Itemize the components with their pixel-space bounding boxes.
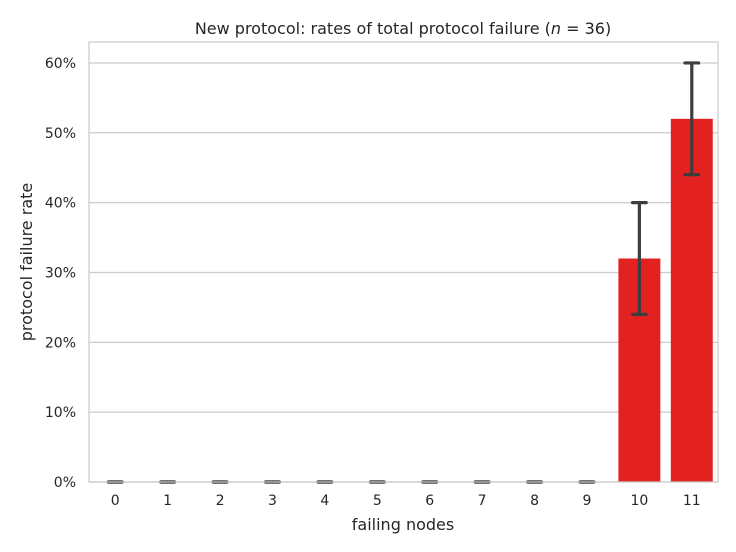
x-tick-labels: 0 1 2 3 4 5 6 7 8 9 10 11 bbox=[111, 493, 701, 509]
x-tick-label: 0 bbox=[111, 493, 120, 509]
bars bbox=[618, 118, 713, 483]
x-tick-label: 11 bbox=[683, 493, 701, 509]
y-tick-labels: 0% 10% 20% 30% 40% 50% 60% bbox=[45, 56, 76, 491]
x-tick-label: 10 bbox=[630, 493, 648, 509]
y-tick-label: 0% bbox=[54, 475, 76, 491]
x-tick-label: 2 bbox=[216, 493, 225, 509]
chart-title: New protocol: rates of total protocol fa… bbox=[195, 19, 611, 38]
grid-lines bbox=[89, 62, 718, 483]
y-tick-label: 40% bbox=[45, 196, 76, 212]
y-tick-label: 50% bbox=[45, 126, 76, 142]
y-tick-label: 20% bbox=[45, 335, 76, 351]
plot-frame bbox=[88, 41, 719, 483]
x-tick-label: 3 bbox=[268, 493, 277, 509]
x-tick-label: 4 bbox=[320, 493, 329, 509]
error-bar bbox=[630, 201, 648, 316]
x-tick-label: 5 bbox=[373, 493, 382, 509]
y-tick-label: 30% bbox=[45, 265, 76, 281]
x-tick-label: 1 bbox=[163, 493, 172, 509]
x-tick-label: 6 bbox=[425, 493, 434, 509]
x-tick-label: 9 bbox=[582, 493, 591, 509]
error-bar bbox=[683, 61, 701, 177]
x-tick-label: 8 bbox=[530, 493, 539, 509]
y-axis-title: protocol failure rate bbox=[17, 183, 36, 341]
x-axis-title: failing nodes bbox=[352, 515, 454, 534]
y-tick-label: 10% bbox=[45, 405, 76, 421]
y-tick-label: 60% bbox=[45, 56, 76, 72]
x-tick-label: 7 bbox=[478, 493, 487, 509]
bar bbox=[670, 118, 713, 483]
